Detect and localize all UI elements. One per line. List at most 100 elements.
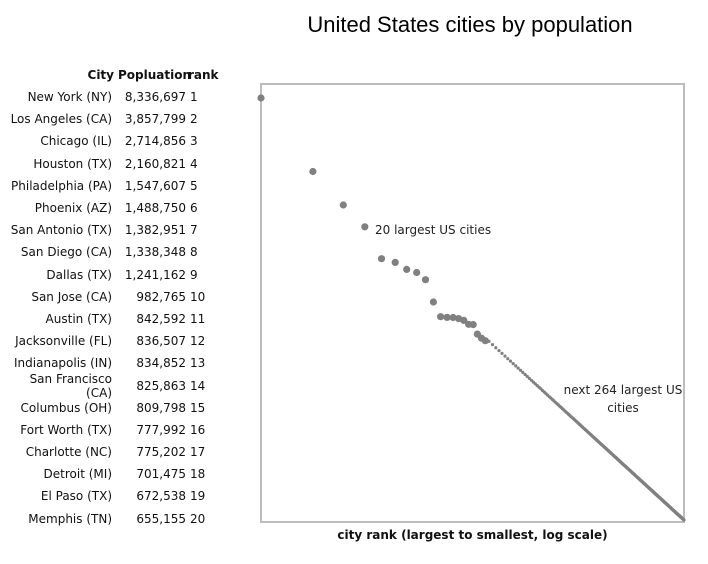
cell-rank: 4 — [190, 156, 198, 171]
table-row: San Antonio (TX) 1,382,951 7 — [0, 219, 220, 241]
cell-rank: 8 — [190, 245, 198, 260]
cell-rank: 12 — [190, 334, 206, 349]
cell-city: Charlotte (NC) — [25, 445, 112, 460]
cell-population: 842,592 — [136, 311, 186, 326]
cell-population: 701,475 — [136, 467, 186, 482]
cell-rank: 2 — [190, 112, 198, 127]
cell-rank: 5 — [190, 178, 198, 193]
point-top-city — [449, 313, 457, 322]
annotation-top-20: 20 largest US cities — [375, 223, 492, 237]
cell-rank: 9 — [190, 267, 198, 282]
cell-population: 809,798 — [136, 400, 186, 415]
cell-population: 8,336,697 — [124, 90, 186, 105]
point-other-city — [490, 343, 495, 347]
point-other-city — [497, 349, 501, 353]
table-row: Detroit (MI) 701,475 18 — [0, 463, 220, 485]
point-other-city — [516, 366, 520, 370]
point-top-city — [257, 94, 265, 102]
point-other-city — [508, 359, 513, 363]
table-row: Austin (TX) 842,592 11 — [0, 308, 220, 330]
table-row: Columbus (OH) 809,798 15 — [0, 397, 220, 419]
cell-city: New York (NY) — [27, 90, 112, 105]
point-top-city — [437, 313, 445, 321]
point-other-city — [514, 364, 518, 368]
point-other-city — [525, 374, 529, 378]
cell-rank: 1 — [190, 90, 198, 105]
cell-city: Detroit (MI) — [43, 467, 112, 482]
cell-population: 3,857,799 — [124, 112, 186, 127]
point-top-city — [361, 223, 369, 231]
chart-title: United States cities by population — [307, 12, 633, 37]
table-row: Los Angeles (CA) 3,857,799 2 — [0, 108, 220, 130]
annotation-next-264: next 264 largest US cities — [563, 383, 683, 415]
point-other-city — [506, 357, 510, 361]
x-axis-label: city rank (largest to smallest, log scal… — [337, 528, 608, 542]
cell-rank: 19 — [190, 489, 206, 504]
cell-population: 777,992 — [136, 422, 186, 437]
cell-city: Los Angeles (CA) — [10, 112, 112, 127]
cell-city: Houston (TX) — [33, 156, 112, 171]
cell-city: San Jose (CA) — [31, 289, 112, 304]
cell-city: Philadelphia (PA) — [11, 178, 112, 193]
cell-rank: 11 — [190, 311, 206, 326]
cell-city: Memphis (TN) — [28, 511, 112, 526]
table-body: New York (NY) 8,336,697 1 Los Angeles (CA) 3… — [0, 86, 220, 530]
header-rank: rank — [188, 68, 219, 82]
header-city: City — [87, 68, 114, 82]
table-row: San Jose (CA) 982,765 10 — [0, 286, 220, 308]
point-top-city — [377, 255, 386, 263]
table-row: Indianapolis (IN) 834,852 13 — [0, 352, 220, 374]
point-other-city — [503, 354, 507, 358]
cell-population: 834,852 — [136, 356, 186, 371]
cell-city: Indianapolis (IN) — [14, 356, 112, 371]
cell-rank: 7 — [190, 223, 198, 238]
cell-city: Phoenix (AZ) — [34, 201, 112, 216]
table-row: Phoenix (AZ) 1,488,750 6 — [0, 197, 220, 219]
cell-population: 1,488,750 — [124, 201, 186, 216]
cell-city: Fort Worth (TX) — [20, 422, 112, 437]
cell-population: 2,160,821 — [124, 156, 186, 171]
cell-rank: 16 — [190, 422, 206, 437]
point-top-city — [339, 201, 347, 209]
cell-rank: 14 — [190, 378, 206, 393]
cell-population: 982,765 — [136, 289, 186, 304]
cell-city: Chicago (IL) — [40, 134, 112, 149]
header-population: Popluation — [118, 68, 192, 82]
point-other-city — [523, 372, 527, 377]
cell-population: 1,382,951 — [124, 223, 186, 238]
cell-city: San Antonio (TX) — [10, 223, 112, 238]
point-top-city — [443, 313, 451, 321]
point-top-city — [403, 265, 411, 273]
table-row: El Paso (TX) 672,538 19 — [0, 485, 220, 507]
table-row: Fort Worth (TX) 777,992 16 — [0, 419, 220, 441]
point-top-city — [421, 276, 430, 284]
point-top-city — [413, 268, 421, 277]
cell-rank: 20 — [190, 511, 206, 526]
point-top-city — [460, 316, 468, 324]
cell-population: 1,241,162 — [124, 267, 186, 282]
point-other-city — [518, 368, 523, 372]
point-other-city — [500, 351, 504, 355]
cell-population: 672,538 — [136, 489, 186, 504]
table-row: Dallas (TX) 1,241,162 9 — [0, 264, 220, 286]
table-header: City Popluation rank — [0, 64, 220, 86]
city-table: City Popluation rank New York (NY) 8,336,… — [0, 64, 220, 530]
cell-city: Dallas (TX) — [46, 267, 112, 282]
cell-rank: 3 — [190, 134, 198, 149]
table-row: Chicago (IL) 2,714,856 3 — [0, 130, 220, 152]
point-other-city — [521, 370, 525, 374]
cell-population: 836,507 — [136, 334, 186, 349]
cell-rank: 10 — [190, 289, 206, 304]
cell-city: El Paso (TX) — [40, 489, 112, 504]
point-top-city — [429, 298, 437, 306]
cell-rank: 17 — [190, 445, 206, 460]
table-row: New York (NY) 8,336,697 1 — [0, 86, 220, 108]
table-row: San Diego (CA) 1,338,348 8 — [0, 241, 220, 263]
table-row: Jacksonville (FL) 836,507 12 — [0, 330, 220, 352]
cell-population: 655,155 — [136, 511, 186, 526]
point-other-city — [527, 376, 531, 380]
cell-city: Jacksonville (FL) — [15, 334, 112, 349]
plot-frame — [260, 83, 685, 523]
table-row: Memphis (TN) 655,155 20 — [0, 508, 220, 530]
